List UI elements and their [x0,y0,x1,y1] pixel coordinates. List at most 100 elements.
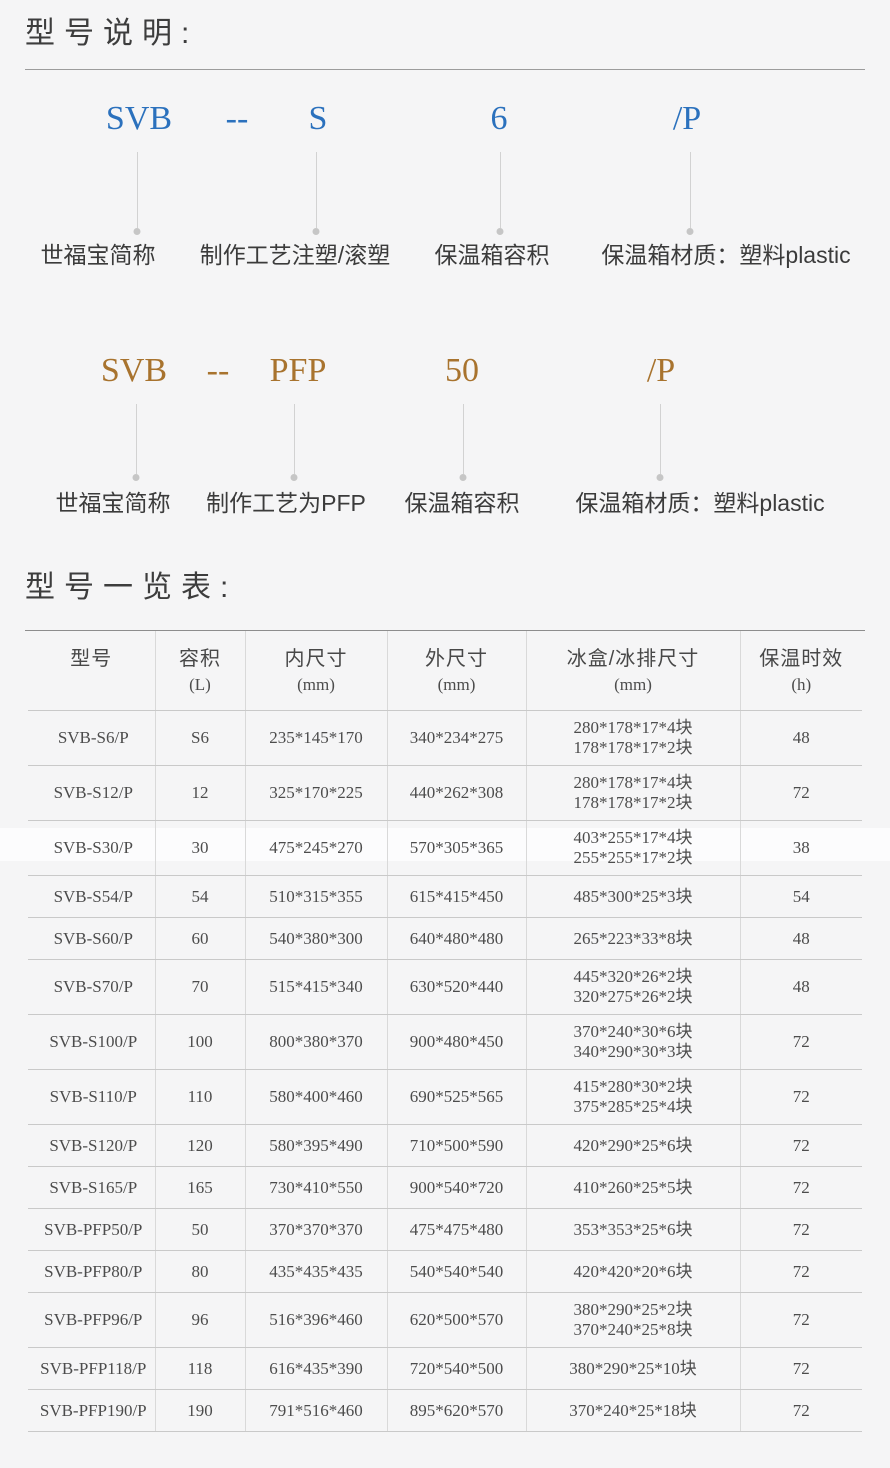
model-code-part: /P [646,352,676,389]
connector-dot [459,474,467,481]
model-cell: SVB-PFP80/P [28,1250,155,1293]
inner-size-cell: 235*145*170 [244,710,387,766]
code-label: 制作工艺为PFP [206,490,366,516]
table-row: SVB-S54/P 54 510*315*355 615*415*450 485*300… [28,875,862,918]
model-cell: SVB-S6/P [28,710,155,766]
ice-size-lines: 410*260*25*5块 [574,1177,693,1198]
ice-size-lines: 420*290*25*6块 [574,1135,693,1156]
spec-table: 型号 容积 (L) 内尺寸 (mm) 外尺寸 (mm) 冰盒/冰排尺寸 (mm) 保温时效 (h) … [28,631,862,1432]
connector-line [136,404,137,474]
ice-size-line: 265*223*33*8块 [573,929,693,948]
connector-dot [290,474,298,481]
hours-cell: 72 [739,1389,862,1432]
connector-line [294,404,295,474]
ice-size-lines: 265*223*33*8块 [574,928,693,949]
ice-size-lines: 353*353*25*6块 [574,1219,693,1240]
capacity-cell: 50 [154,1208,245,1251]
model-cell: SVB-S60/P [28,917,155,960]
ice-size-line: 280*178*17*4块 [573,773,693,792]
header-title: 外尺寸 [425,648,488,670]
ice-size-cell: 380*290*25*10块 [525,1347,740,1390]
table-header: 型号 容积 (L) 内尺寸 (mm) 外尺寸 (mm) 冰盒/冰排尺寸 (mm) 保温时效 (h) [28,631,862,711]
header-title: 内尺寸 [284,648,348,670]
connector-line [690,152,691,228]
table-header-cell: 保温时效 (h) [739,631,862,711]
outer-size-cell: 615*415*450 [386,875,526,918]
ice-size-lines: 415*280*30*2块 375*285*25*4块 [574,1077,693,1117]
hours-cell: 72 [739,1347,862,1390]
table-header-row: 型号 容积 (L) 内尺寸 (mm) 外尺寸 (mm) 冰盒/冰排尺寸 (mm) 保温时效 (h) [28,631,862,711]
model-code-part: -- [206,352,230,389]
table-row: SVB-S110/P 110 580*400*460 690*525*565 415*2… [28,1069,862,1125]
inner-size-cell: 730*410*550 [244,1166,387,1209]
table-row: SVB-PFP96/P 96 516*396*460 620*500*570 380*2… [28,1292,862,1348]
table-header-cell: 内尺寸 (mm) [244,631,387,711]
ice-size-line: 380*290*25*10块 [569,1359,697,1378]
section-title: 型号一览表: [25,571,238,604]
ice-size-line: 353*353*25*6块 [573,1220,693,1239]
model-cell: SVB-S70/P [28,959,155,1015]
inner-size-cell: 800*380*370 [244,1014,387,1070]
inner-size-cell: 370*370*370 [244,1208,387,1251]
table-row: SVB-PFP118/P 118 616*435*390 720*540*500 380… [28,1347,862,1390]
connector-line [316,152,317,228]
capacity-cell: 54 [154,875,245,918]
ice-size-lines: 380*290*25*10块 [569,1358,697,1379]
ice-size-line: 403*255*17*4块 [573,828,693,847]
ice-size-line: 445*320*26*2块 [573,967,693,986]
capacity-cell: 110 [154,1069,245,1125]
hours-cell: 72 [739,1069,862,1125]
outer-size-cell: 640*480*480 [386,917,526,960]
ice-size-cell: 445*320*26*2块 320*275*26*2块 [525,959,740,1015]
capacity-cell: 60 [154,917,245,960]
outer-size-cell: 440*262*308 [386,765,526,821]
model-cell: SVB-S110/P [28,1069,155,1125]
header-title: 保温时效 [759,648,844,670]
header-unit: (mm) [437,675,476,694]
hours-cell: 72 [739,1014,862,1070]
outer-size-cell: 630*520*440 [386,959,526,1015]
connector-dot [312,228,320,235]
hours-cell: 72 [739,1166,862,1209]
ice-size-cell: 485*300*25*3块 [525,875,740,918]
model-cell: SVB-S100/P [28,1014,155,1070]
page-title: 型号说明: [25,17,199,50]
ice-size-line: 320*275*26*2块 [573,987,693,1006]
hours-cell: 72 [739,1292,862,1348]
model-code-part: SVB [100,352,168,389]
code-label: 世福宝简称 [55,490,171,516]
capacity-cell: 12 [154,765,245,821]
model-code-part: 50 [445,352,479,389]
ice-size-cell: 415*280*30*2块 375*285*25*4块 [525,1069,740,1125]
outer-size-cell: 895*620*570 [386,1389,526,1432]
ice-size-cell: 410*260*25*5块 [525,1166,740,1209]
ice-size-cell: 420*290*25*6块 [525,1124,740,1167]
ice-size-cell: 280*178*17*4块 178*178*17*2块 [525,765,740,821]
connector-dot [133,228,141,235]
model-cell: SVB-PFP190/P [28,1389,155,1432]
ice-size-line: 415*280*30*2块 [573,1077,693,1096]
inner-size-cell: 510*315*355 [244,875,387,918]
code-label: 保温箱材质：塑料plastic [601,242,851,268]
ice-size-cell: 265*223*33*8块 [525,917,740,960]
model-cell: SVB-PFP96/P [28,1292,155,1348]
ice-size-lines: 380*290*25*2块 370*240*25*8块 [574,1300,693,1340]
connector-dot [132,474,140,481]
capacity-cell: 190 [154,1389,245,1432]
ice-size-line: 370*240*25*8块 [573,1320,693,1339]
ice-size-cell: 380*290*25*2块 370*240*25*8块 [525,1292,740,1348]
model-code-part: S [308,100,328,137]
capacity-cell: 120 [154,1124,245,1167]
outer-size-cell: 540*540*540 [386,1250,526,1293]
model-code-part: -- [225,100,249,137]
table-row: SVB-PFP50/P 50 370*370*370 475*475*480 353*3… [28,1208,862,1251]
model-cell: SVB-S54/P [28,875,155,918]
ice-size-cell: 370*240*25*18块 [525,1389,740,1432]
table-row: SVB-S165/P 165 730*410*550 900*540*720 410*2… [28,1166,862,1209]
connector-line [660,404,661,474]
ice-size-line: 375*285*25*4块 [573,1097,693,1116]
ice-size-line: 420*420*20*6块 [573,1262,693,1281]
ice-size-cell: 370*240*30*6块 340*290*30*3块 [525,1014,740,1070]
table-header-cell: 容积 (L) [154,631,245,711]
model-cell: SVB-S30/P [28,820,155,876]
